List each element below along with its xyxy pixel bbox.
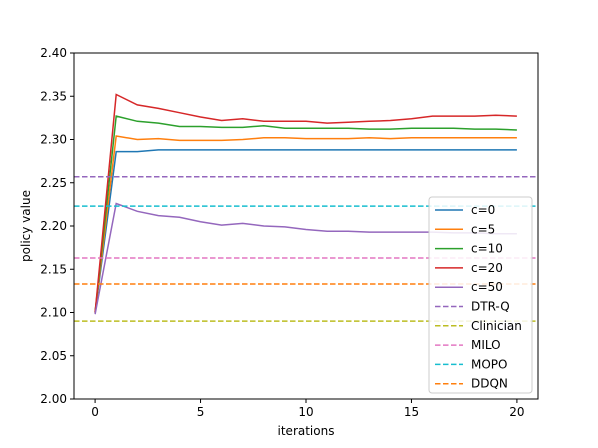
legend: c=0 c=5 c=10 c=20 c=50 DTR-Q Clinician MILO MOPO… xyxy=(428,196,533,394)
legend-label: c=5 xyxy=(471,222,495,236)
series-line-c-10 xyxy=(94,115,517,313)
x-axis: 0 5 10 15 20 xyxy=(91,399,525,419)
series-line-c-5 xyxy=(94,135,517,313)
x-tick-label: 15 xyxy=(404,405,419,419)
y-tick-label: 2.10 xyxy=(40,306,67,320)
legend-label: DTR-Q xyxy=(471,300,510,314)
y-tick-label: 2.25 xyxy=(40,176,67,190)
y-tick-label: 2.30 xyxy=(40,133,67,147)
y-axis-label: policy value xyxy=(19,190,33,262)
legend-label: DDQN xyxy=(471,377,508,391)
x-tick-label: 20 xyxy=(509,405,524,419)
y-tick-label: 2.05 xyxy=(40,349,67,363)
legend-label: MOPO xyxy=(471,357,507,371)
legend-label: c=20 xyxy=(471,261,503,275)
y-tick-label: 2.35 xyxy=(40,89,67,103)
legend-label: c=50 xyxy=(471,280,503,294)
x-tick-label: 5 xyxy=(197,405,205,419)
legend-label: MILO xyxy=(471,338,501,352)
legend-label: c=10 xyxy=(471,242,503,256)
y-tick-label: 2.00 xyxy=(40,392,67,406)
x-axis-label: iterations xyxy=(278,424,335,438)
legend-label: c=0 xyxy=(471,203,495,217)
x-tick-label: 10 xyxy=(298,405,313,419)
y-tick-label: 2.15 xyxy=(40,262,67,276)
legend-box xyxy=(428,196,533,394)
x-tick-label: 0 xyxy=(91,405,99,419)
y-axis: 2.00 2.05 2.10 2.15 2.20 2.25 2.30 2.35 2.40 xyxy=(40,46,74,406)
series-line-c-0 xyxy=(94,149,517,313)
legend-label: Clinician xyxy=(471,319,522,333)
y-tick-label: 2.20 xyxy=(40,219,67,233)
series-line-c-20 xyxy=(94,93,517,313)
y-tick-label: 2.40 xyxy=(40,46,67,60)
